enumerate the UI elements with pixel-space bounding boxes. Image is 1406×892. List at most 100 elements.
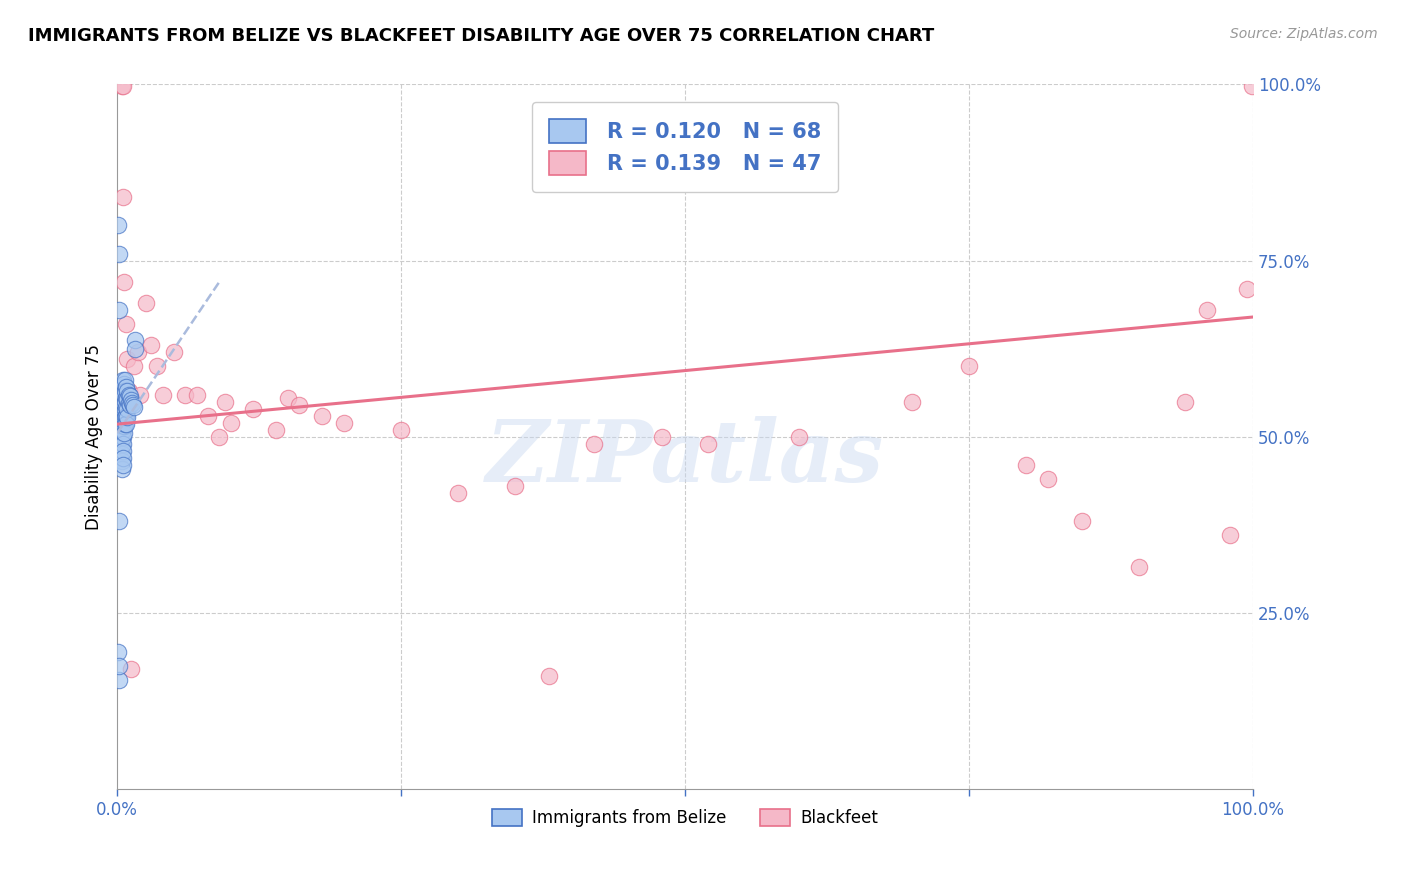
Point xyxy=(111,423,134,437)
Point xyxy=(112,376,135,391)
Point xyxy=(111,441,134,455)
Point xyxy=(651,430,673,444)
Point xyxy=(129,387,152,401)
Point xyxy=(111,401,134,416)
Point xyxy=(111,419,134,434)
Point xyxy=(115,317,138,331)
Point xyxy=(117,392,139,407)
Point xyxy=(111,78,134,93)
Point xyxy=(115,417,138,431)
Point xyxy=(112,387,135,401)
Point xyxy=(311,409,333,423)
Point xyxy=(112,275,135,289)
Point xyxy=(1071,515,1094,529)
Point xyxy=(112,398,135,412)
Point xyxy=(117,401,139,416)
Point xyxy=(1219,528,1241,542)
Point xyxy=(135,296,157,310)
Point xyxy=(146,359,169,374)
Point xyxy=(108,515,131,529)
Point xyxy=(111,461,134,475)
Point xyxy=(124,333,146,347)
Point xyxy=(111,430,134,444)
Point xyxy=(115,401,138,415)
Point xyxy=(333,416,356,430)
Point xyxy=(111,405,134,419)
Point xyxy=(1038,472,1060,486)
Point xyxy=(1197,302,1219,317)
Point xyxy=(111,426,134,441)
Point xyxy=(127,345,149,359)
Point xyxy=(389,423,412,437)
Point xyxy=(696,437,718,451)
Point xyxy=(115,409,138,423)
Point xyxy=(118,398,141,412)
Point xyxy=(111,380,134,394)
Point xyxy=(583,437,606,451)
Point xyxy=(114,417,136,431)
Point xyxy=(120,662,142,676)
Text: IMMIGRANTS FROM BELIZE VS BLACKFEET DISABILITY AGE OVER 75 CORRELATION CHART: IMMIGRANTS FROM BELIZE VS BLACKFEET DISA… xyxy=(28,27,935,45)
Point xyxy=(111,78,134,93)
Point xyxy=(111,458,134,472)
Point xyxy=(264,423,287,437)
Point xyxy=(107,219,129,233)
Point xyxy=(112,419,135,434)
Point xyxy=(537,669,560,683)
Point xyxy=(111,437,134,451)
Point xyxy=(152,387,174,401)
Text: ZIPatlas: ZIPatlas xyxy=(486,417,884,500)
Point xyxy=(787,430,810,444)
Point xyxy=(197,409,219,423)
Point xyxy=(117,352,139,367)
Point xyxy=(112,405,135,419)
Point xyxy=(186,387,208,401)
Point xyxy=(1236,282,1258,296)
Point xyxy=(112,426,135,441)
Point xyxy=(110,441,132,455)
Point xyxy=(219,416,242,430)
Point xyxy=(117,384,139,398)
Point xyxy=(1015,458,1038,472)
Point xyxy=(110,416,132,430)
Point xyxy=(124,342,146,356)
Point xyxy=(115,391,138,405)
Point xyxy=(214,394,236,409)
Point xyxy=(957,359,980,374)
Y-axis label: Disability Age Over 75: Disability Age Over 75 xyxy=(86,343,103,530)
Point xyxy=(503,479,526,493)
Point xyxy=(120,393,142,408)
Point xyxy=(117,410,139,425)
Point xyxy=(111,447,134,461)
Point xyxy=(111,416,134,430)
Point xyxy=(242,401,264,416)
Point xyxy=(111,394,134,409)
Point xyxy=(208,430,231,444)
Point xyxy=(111,444,134,458)
Point xyxy=(114,394,136,409)
Point xyxy=(122,398,145,412)
Point xyxy=(108,673,131,687)
Point xyxy=(111,454,134,468)
Point xyxy=(110,409,132,423)
Point xyxy=(118,389,141,403)
Point xyxy=(110,423,132,437)
Point xyxy=(112,412,135,426)
Point xyxy=(122,401,145,415)
Point xyxy=(1128,560,1150,574)
Point xyxy=(110,430,132,444)
Point xyxy=(107,645,129,659)
Point xyxy=(447,486,470,500)
Point xyxy=(901,394,924,409)
Point xyxy=(1240,78,1263,93)
Point xyxy=(288,398,311,412)
Point xyxy=(1174,394,1197,409)
Point xyxy=(111,434,134,448)
Point xyxy=(108,659,131,673)
Point xyxy=(163,345,186,359)
Legend: Immigrants from Belize, Blackfeet: Immigrants from Belize, Blackfeet xyxy=(485,802,884,834)
Point xyxy=(174,387,197,401)
Point xyxy=(111,384,134,398)
Point xyxy=(111,190,134,204)
Point xyxy=(111,412,134,426)
